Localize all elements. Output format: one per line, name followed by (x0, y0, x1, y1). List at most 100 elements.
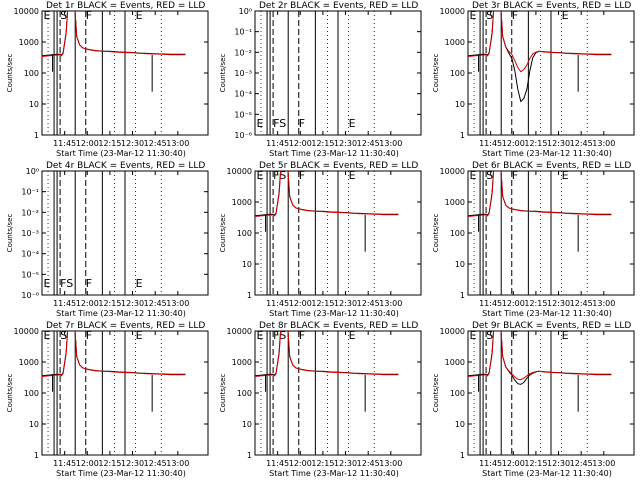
y-tick-label: 10000 (227, 327, 252, 336)
y-axis-label: Counts/sec (6, 374, 14, 413)
marker-label: F (86, 277, 92, 290)
x-axis-label: Start Time (23-Mar-12 11:30:40) (56, 309, 186, 318)
y-tick-label: 10 (455, 100, 465, 109)
x-tick-label: 11:45 (53, 139, 76, 148)
x-tick-label: 13:00 (592, 299, 615, 308)
x-tick-label: 12:30 (334, 139, 357, 148)
x-tick-label: 11:45 (266, 299, 289, 308)
marker-label: E (257, 169, 264, 182)
y-tick-label: 100 (237, 389, 252, 398)
marker-label: E (349, 117, 356, 130)
marker-label: S (60, 9, 67, 22)
y-tick-label: 10⁻⁵ (21, 270, 39, 279)
chart-panel-8: Det 8r BLACK = Events, RED = LLD 1 10 100 10… (219, 321, 422, 478)
x-tick-label: 12:30 (121, 139, 144, 148)
series-lld-line (255, 331, 399, 377)
x-tick-label: 12:30 (334, 459, 357, 468)
y-tick-label: 100 (24, 69, 39, 78)
x-tick-label: 13:00 (592, 139, 615, 148)
y-tick-label: 10 (455, 260, 465, 269)
chart-panel-2: Det 2r BLACK = Events, RED = LLD 10⁻⁶ 10⁻⁵… (219, 1, 422, 158)
marker-label: F (299, 169, 305, 182)
marker-label: E (44, 329, 51, 342)
marker-label: F (512, 9, 518, 22)
x-tick-label: 13:00 (379, 299, 402, 308)
x-tick-label: 13:00 (166, 299, 189, 308)
x-tick-label: 12:30 (121, 459, 144, 468)
marker-label: E (470, 169, 477, 182)
x-tick-label: 12:45 (357, 139, 380, 148)
x-tick-label: 12:15 (311, 139, 334, 148)
y-tick-label: 1000 (232, 358, 252, 367)
y-tick-label: 10 (29, 420, 39, 429)
y-axis-label: Counts/sec (6, 54, 14, 93)
series-lld-line (468, 11, 612, 73)
y-tick-label: 100 (24, 389, 39, 398)
x-tick-label: 12:15 (524, 299, 547, 308)
y-tick-label: 1 (460, 451, 465, 460)
chart-panel-9: Det 9r BLACK = Events, RED = LLD 1 10 100 10… (432, 321, 635, 478)
x-tick-label: 12:00 (289, 459, 312, 468)
x-tick-label: 13:00 (166, 459, 189, 468)
y-tick-label: 100 (450, 389, 465, 398)
x-tick-label: 11:45 (479, 459, 502, 468)
x-tick-label: 12:00 (502, 459, 525, 468)
x-tick-label: 11:45 (53, 459, 76, 468)
x-tick-label: 12:45 (144, 139, 167, 148)
x-tick-label: 12:30 (334, 299, 357, 308)
marker-label: E (349, 329, 356, 342)
x-tick-label: 12:15 (524, 459, 547, 468)
x-tick-label: 12:00 (502, 139, 525, 148)
x-tick-label: 12:00 (76, 459, 99, 468)
y-tick-label: 1 (460, 131, 465, 140)
marker-label: F (86, 329, 92, 342)
marker-label: F (299, 329, 305, 342)
y-tick-label: 100 (237, 229, 252, 238)
x-axis-label: Start Time (23-Mar-12 11:30:40) (56, 469, 186, 478)
marker-label: E (257, 329, 264, 342)
x-tick-label: 13:00 (166, 139, 189, 148)
y-tick-label: 1000 (232, 198, 252, 207)
x-axis-label: Start Time (23-Mar-12 11:30:40) (269, 149, 399, 158)
marker-label: E (349, 169, 356, 182)
y-axis-label: Counts/sec (432, 374, 440, 413)
x-tick-label: 12:00 (76, 139, 99, 148)
marker-label: E (257, 117, 264, 130)
marker-label: FS (273, 329, 286, 342)
x-tick-label: 12:45 (570, 299, 593, 308)
y-tick-label: 10⁻³ (21, 229, 39, 238)
y-tick-label: 100 (450, 229, 465, 238)
x-tick-label: 11:45 (266, 139, 289, 148)
marker-label: E (44, 9, 51, 22)
x-tick-label: 12:45 (570, 459, 593, 468)
y-axis-label: Counts/sec (219, 374, 227, 413)
chart-title: Det 7r BLACK = Events, RED = LLD (46, 321, 205, 331)
x-tick-label: 12:15 (98, 459, 121, 468)
x-axis-label: Start Time (23-Mar-12 11:30:40) (482, 469, 612, 478)
x-axis-label: Start Time (23-Mar-12 11:30:40) (269, 309, 399, 318)
marker-label: S (486, 9, 493, 22)
chart-panel-3: Det 3r BLACK = Events, RED = LLD 1 10 100 10… (432, 1, 635, 158)
y-tick-label: 1000 (445, 38, 465, 47)
y-tick-label: 10⁻⁴ (21, 250, 39, 259)
chart-panel-7: Det 7r BLACK = Events, RED = LLD 1 10 100 10… (6, 321, 209, 478)
x-tick-label: 12:15 (524, 139, 547, 148)
y-tick-label: 10⁻¹ (234, 28, 252, 37)
x-tick-label: 12:30 (121, 299, 144, 308)
y-tick-label: 10000 (227, 167, 252, 176)
y-tick-label: 1000 (19, 358, 39, 367)
chart-title: Det 4r BLACK = Events, RED = LLD (46, 161, 205, 171)
y-axis-label: Counts/sec (432, 54, 440, 93)
marker-label: S (486, 329, 493, 342)
y-tick-label: 1 (34, 451, 39, 460)
y-tick-label: 10 (455, 420, 465, 429)
y-tick-label: 1 (34, 131, 39, 140)
x-tick-label: 12:15 (311, 459, 334, 468)
x-tick-label: 12:15 (311, 299, 334, 308)
marker-label: E (136, 277, 143, 290)
y-tick-label: 10⁻² (21, 208, 39, 217)
x-tick-label: 12:00 (289, 299, 312, 308)
marker-label: E (562, 169, 569, 182)
y-axis-label: Counts/sec (219, 214, 227, 253)
